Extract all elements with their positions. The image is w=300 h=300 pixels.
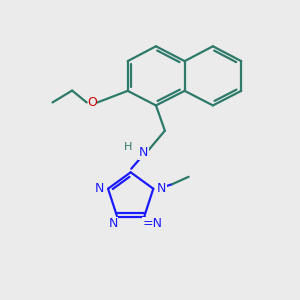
Text: =N: =N	[143, 217, 163, 230]
Text: H: H	[124, 142, 132, 152]
Text: N: N	[139, 146, 148, 160]
Text: N: N	[157, 182, 166, 195]
Text: N: N	[95, 182, 104, 195]
Text: N: N	[109, 217, 118, 230]
Text: O: O	[87, 96, 97, 109]
